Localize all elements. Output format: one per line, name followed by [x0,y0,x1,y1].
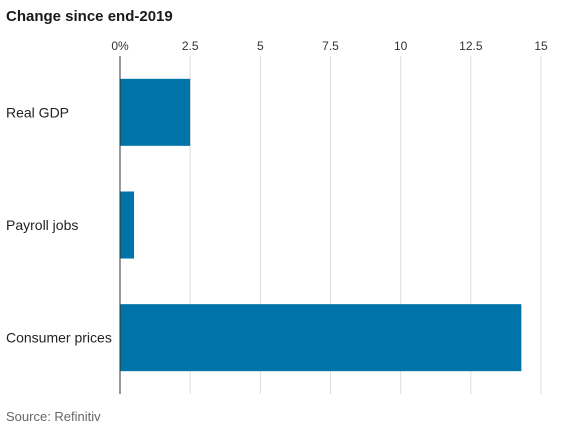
category-label: Real GDP [6,104,69,120]
tick-labels: 0% 2.5 5 7.5 10 12.5 15 [111,39,548,53]
x-tick-label: 15 [534,39,548,53]
x-tick-label: 12.5 [459,39,483,53]
bars [120,78,522,372]
x-tick-label: 5 [257,39,264,53]
bar [120,304,522,372]
x-tick-label: 10 [394,39,408,53]
x-tick-label: 7.5 [322,39,339,53]
source-note: Source: Refinitiv [6,409,101,424]
bar [120,78,191,146]
category-label: Consumer prices [6,330,112,346]
category-labels: Real GDP Payroll jobs Consumer prices [6,104,112,345]
x-tick-label: 0% [111,39,129,53]
category-label: Payroll jobs [6,217,78,233]
bar [120,191,135,259]
chart-title: Change since end-2019 [6,8,173,25]
x-tick-label: 2.5 [182,39,199,53]
